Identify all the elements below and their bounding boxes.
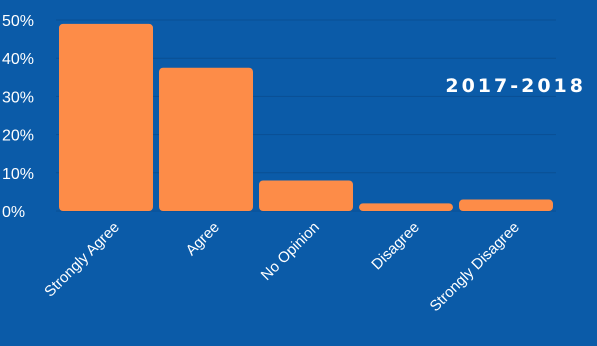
y-tick-label: 0% [2, 204, 25, 221]
x-category-label: No Opinion [258, 219, 323, 284]
year-annotation: 2017-2018 [445, 75, 586, 97]
bars [59, 23, 553, 211]
x-axis-labels: Strongly Agree Agree No Opinion Disagree Str… [41, 219, 523, 315]
bar [59, 23, 153, 211]
y-tick-label: 50% [2, 13, 34, 30]
x-category-label: Strongly Agree [41, 219, 123, 301]
x-category-label: Disagree [368, 219, 422, 273]
bar [159, 67, 253, 211]
bar [359, 203, 453, 211]
y-tick-label: 30% [2, 89, 34, 106]
x-category-label: Strongly Disagree [426, 219, 522, 315]
y-tick-label: 10% [2, 166, 34, 183]
bar [259, 180, 353, 211]
x-category-label: Agree [183, 219, 223, 259]
y-axis-ticks: 0% 10% 20% 30% 40% 50% [2, 13, 34, 221]
y-tick-label: 40% [2, 51, 34, 68]
bar [459, 199, 553, 211]
y-tick-label: 20% [2, 128, 34, 145]
